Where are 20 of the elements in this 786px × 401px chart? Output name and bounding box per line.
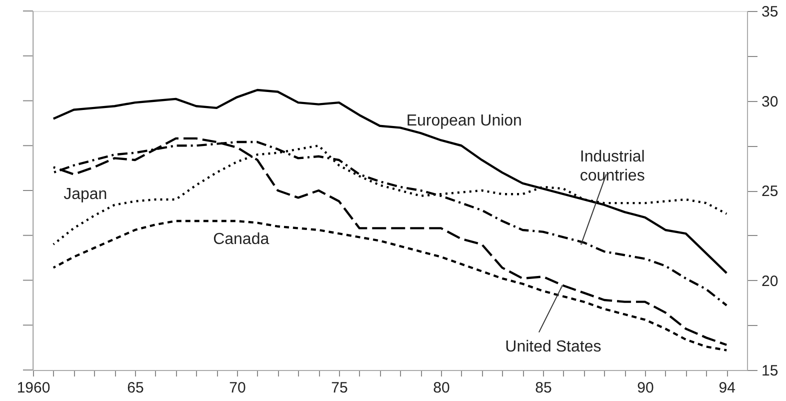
x-tick-label: 90 (637, 380, 654, 396)
x-tick-label: 75 (331, 380, 348, 396)
x-tick-label: 85 (535, 380, 552, 396)
line-series (52, 220, 728, 352)
series-label: Japan (64, 186, 108, 204)
line-series (52, 88, 728, 274)
y-tick-label: 15 (762, 362, 778, 380)
x-tick-label: 70 (229, 380, 246, 396)
y-tick-label: 20 (762, 272, 778, 290)
y-tick-label: 30 (762, 93, 778, 110)
x-tick-label: 65 (127, 380, 144, 396)
series-label: European Union (406, 112, 522, 130)
series-label: Canada (213, 230, 270, 248)
x-tick-label: 1960 (16, 380, 50, 396)
text: Industrial countries (580, 148, 645, 184)
text: United States (505, 338, 602, 356)
x-tick-label: 94 (718, 380, 736, 396)
x-tick-label: 80 (433, 380, 450, 396)
y-tick-label: 35 (762, 4, 778, 20)
y-tick-label: 25 (762, 183, 778, 200)
